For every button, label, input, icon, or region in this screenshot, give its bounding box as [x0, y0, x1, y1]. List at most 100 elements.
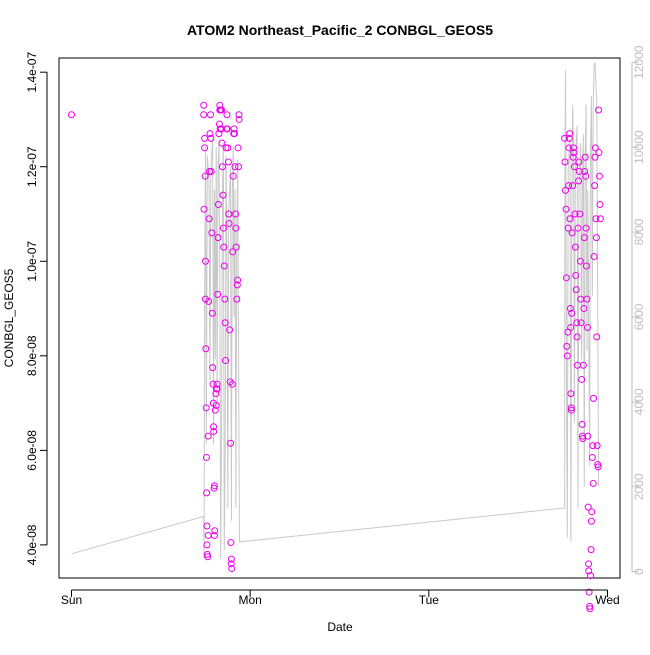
data-point-18 [204, 432, 212, 440]
series-line-0 [71, 62, 600, 559]
data-point-78 [228, 380, 236, 388]
data-point-53 [218, 106, 226, 114]
data-point-89 [233, 281, 241, 289]
data-point-136 [578, 375, 586, 383]
data-point-28 [209, 364, 217, 372]
data-point-142 [580, 234, 588, 242]
data-point-133 [576, 257, 584, 265]
data-point-147 [582, 262, 590, 270]
data-point-26 [208, 229, 216, 237]
data-point-128 [574, 224, 582, 232]
data-point-126 [573, 333, 581, 341]
data-point-54 [218, 139, 226, 147]
data-point-91 [234, 144, 242, 152]
data-point-144 [581, 153, 589, 161]
data-point-23 [207, 111, 215, 119]
data-point-124 [572, 286, 580, 294]
data-point-149 [583, 323, 591, 331]
data-point-88 [233, 295, 241, 303]
data-point-131 [575, 167, 583, 175]
y-left-tick-label-5: 1.4e-07 [25, 52, 39, 93]
data-point-69 [225, 210, 233, 218]
data-point-34 [210, 482, 218, 490]
data-point-177 [595, 172, 603, 180]
data-point-32 [210, 427, 218, 435]
data-point-90 [234, 276, 242, 284]
data-point-60 [221, 295, 229, 303]
x-tick-label-0: Sun [61, 593, 82, 607]
y-right-tick-label-5: 10000 [632, 130, 646, 164]
data-point-157 [587, 572, 595, 580]
data-point-156 [586, 605, 594, 613]
data-point-135 [577, 319, 585, 327]
data-point-111 [567, 390, 575, 398]
data-point-56 [219, 191, 227, 199]
data-point-92 [235, 163, 243, 171]
data-point-65 [223, 111, 231, 119]
data-point-68 [224, 158, 232, 166]
data-point-155 [586, 602, 594, 610]
data-point-77 [228, 565, 236, 573]
y-left-tick-label-3: 1.0e-07 [25, 241, 39, 282]
data-point-47 [215, 120, 223, 128]
x-axis-label: Date [327, 620, 353, 634]
data-point-1 [200, 101, 208, 109]
data-point-93 [235, 111, 243, 119]
data-point-146 [582, 224, 590, 232]
data-point-86 [232, 224, 240, 232]
data-point-152 [585, 560, 593, 568]
data-point-71 [226, 326, 234, 334]
data-point-96 [561, 158, 569, 166]
data-point-138 [578, 432, 586, 440]
data-point-17 [204, 531, 212, 539]
data-point-0 [68, 111, 76, 119]
data-point-67 [224, 144, 232, 152]
plot-frame [58, 57, 621, 579]
data-point-62 [222, 357, 230, 365]
data-point-16 [204, 553, 212, 561]
data-point-120 [570, 163, 578, 171]
data-point-75 [227, 560, 235, 568]
data-point-165 [590, 253, 598, 261]
y-right-tick-label-6: 12000 [632, 45, 646, 79]
data-point-72 [226, 378, 234, 386]
data-point-7 [202, 257, 209, 265]
data-point-176 [595, 149, 603, 157]
data-point-109 [566, 305, 574, 313]
data-point-106 [565, 134, 573, 142]
data-point-36 [211, 527, 219, 535]
data-point-61 [221, 319, 229, 327]
data-point-129 [575, 177, 583, 185]
data-point-95 [561, 134, 569, 142]
data-point-33 [210, 484, 218, 492]
data-point-14 [203, 541, 211, 549]
data-point-107 [566, 130, 574, 138]
data-point-4 [201, 144, 209, 152]
data-point-48 [216, 101, 224, 109]
data-point-99 [562, 274, 570, 282]
data-point-58 [220, 243, 228, 251]
data-point-94 [235, 115, 243, 123]
data-point-148 [583, 295, 591, 303]
y-left-tick-label-4: 1.2e-07 [25, 146, 39, 187]
data-point-98 [562, 205, 570, 213]
data-point-29 [209, 380, 217, 388]
x-tick-label-1: Mon [238, 593, 261, 607]
data-point-104 [565, 182, 573, 190]
data-point-121 [571, 210, 579, 218]
data-point-113 [567, 406, 575, 414]
data-point-76 [227, 555, 235, 563]
data-point-38 [212, 390, 220, 398]
data-point-10 [202, 404, 210, 412]
data-point-108 [566, 215, 574, 223]
data-point-150 [584, 432, 592, 440]
data-point-163 [589, 479, 597, 487]
data-point-160 [588, 508, 596, 516]
data-point-25 [207, 167, 215, 175]
data-point-79 [229, 248, 237, 256]
data-point-166 [591, 182, 599, 190]
y-left-tick-label-0: 4.0e-08 [25, 524, 39, 565]
y-left-tick-label-1: 6.0e-08 [25, 430, 39, 471]
y-right-tick-label-1: 2000 [632, 473, 646, 500]
